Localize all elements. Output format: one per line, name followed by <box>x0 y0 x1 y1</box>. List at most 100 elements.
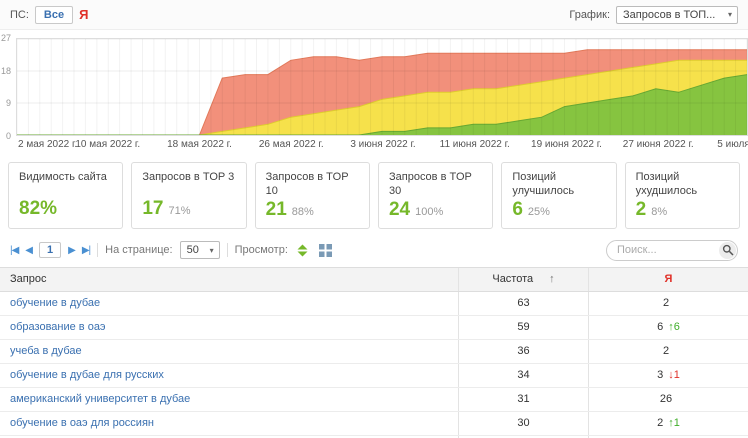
keyword-link[interactable]: обучение в дубае <box>10 297 101 310</box>
position-value: 6 <box>657 321 664 334</box>
search-box <box>606 239 738 261</box>
position-change: ↓1 <box>668 369 680 382</box>
y-tick-label: 27 <box>0 33 11 43</box>
frequency-cell: 63 <box>458 291 588 315</box>
per-page-label: На странице: <box>105 244 173 257</box>
stat-label: Видимость сайта <box>19 171 107 183</box>
pagination-next-button[interactable]: ▶ <box>68 244 76 256</box>
y-tick-label: 0 <box>5 131 11 141</box>
yandex-icon[interactable]: Я <box>79 7 89 22</box>
stat-card: Позиций улучшилось 6 25% <box>501 162 617 229</box>
stat-card: Запросов в TOP 3 17 71% <box>131 162 247 229</box>
positions-chart: 0 9 18 27 2 мая 2022 г. 10 мая 2022 г. 18 мая… <box>0 30 748 154</box>
table-toolbar: |◀ ◀ 1 ▶ ▶| На странице: 50 ▾ Просмотр: <box>0 237 748 267</box>
stat-card: Позиций ухудшилось 2 8% <box>624 162 740 229</box>
view-positions-toggle[interactable] <box>295 244 310 257</box>
view-label: Просмотр: <box>234 244 288 257</box>
per-page-select-value: 50 <box>186 244 199 257</box>
x-tick-label: 27 июня 2022 г. <box>622 139 694 150</box>
all-engines-button[interactable]: Все <box>34 5 74 24</box>
table-body: обучение в дубае 63 2 образование в оаэ 59 6 ↑… <box>0 291 748 438</box>
table-row[interactable]: учеба в дубае 36 2 <box>0 339 748 364</box>
frequency-cell: 31 <box>458 387 588 411</box>
stat-label: Запросов в TOP 3 <box>142 171 235 183</box>
stat-label: Запросов в TOP 30 <box>388 171 472 198</box>
keyword-link[interactable]: обучение в дубае для русских <box>10 369 164 382</box>
sort-asc-icon[interactable]: ↑ <box>549 273 555 286</box>
stat-label: Позиций ухудшилось <box>635 171 698 198</box>
y-tick-label: 9 <box>5 98 11 109</box>
position-cell: 2 ↑1 <box>588 411 748 435</box>
position-value: 2 <box>662 345 670 358</box>
yandex-icon: Я <box>664 273 673 286</box>
chevron-down-icon: ▾ <box>209 245 214 255</box>
pagination-first-button[interactable]: |◀ <box>10 244 19 256</box>
frequency-cell: 34 <box>458 363 588 387</box>
stat-card: Запросов в TOP 30 24 100% <box>377 162 494 229</box>
column-header-frequency[interactable]: Частота ↑ <box>458 267 588 291</box>
chevron-down-icon: ▾ <box>727 10 732 19</box>
chart-plot-area[interactable] <box>16 38 748 136</box>
chart-type-select[interactable]: Запросов в ТОП... ▾ <box>616 5 738 24</box>
frequency-cell: 59 <box>458 315 588 339</box>
position-cell: 2 <box>588 339 748 363</box>
table-row[interactable]: образование в оаэ 59 6 ↑6 <box>0 315 748 340</box>
chart-type-select-value: Запросов в ТОП... <box>623 8 716 21</box>
stat-percent: 8% <box>651 205 668 218</box>
keyword-link[interactable]: американский университет в дубае <box>10 393 191 406</box>
current-page[interactable]: 1 <box>39 242 62 259</box>
x-tick-label: 26 мая 2022 г. <box>258 139 324 150</box>
table-row[interactable]: обучение в дубае 63 2 <box>0 291 748 316</box>
frequency-cell: 29 <box>458 435 588 438</box>
search-input[interactable] <box>606 239 738 261</box>
position-value: 2 <box>657 417 664 430</box>
keywords-table: Запрос Частота ↑ Я обучение в дубае 63 2 об… <box>0 266 748 438</box>
table-header: Запрос Частота ↑ Я <box>0 267 748 292</box>
x-tick-label: 11 июня 2022 г. <box>439 139 510 150</box>
search-icon[interactable] <box>719 241 736 259</box>
pagination-last-button[interactable]: ▶| <box>81 244 91 256</box>
per-page-select[interactable]: 50 ▾ <box>179 241 220 260</box>
table-row[interactable]: обучение в оаэ для россиян 30 2 ↑1 <box>0 411 748 436</box>
x-tick-label: 18 мая 2022 г. <box>167 139 232 150</box>
x-tick-label: 2 мая 2022 г. <box>18 139 78 150</box>
sort-arrows-icon <box>297 244 308 257</box>
keyword-link[interactable]: учеба в дубае <box>10 345 82 358</box>
summary-cards: Видимость сайта 82% Запросов в TOP 3 17 71% З… <box>0 154 748 237</box>
stat-value: 17 <box>142 198 164 219</box>
table-row[interactable]: американский университет в дубае 31 26 <box>0 387 748 412</box>
position-change: ↑1 <box>668 417 680 430</box>
search-engines-label: ПС: <box>10 8 29 21</box>
position-cell: 6 ↑6 <box>588 315 748 339</box>
divider <box>97 243 99 258</box>
stat-percent: 100% <box>415 205 444 218</box>
position-value: 3 <box>657 369 664 382</box>
y-tick-label: 18 <box>0 65 11 76</box>
frequency-cell: 36 <box>458 339 588 363</box>
x-tick-label: 5 июля 2022 г. <box>717 139 748 150</box>
table-row[interactable]: образование в дубае292 <box>0 435 748 438</box>
frequency-header-label: Частота <box>492 273 534 286</box>
pagination-prev-button[interactable]: ◀ <box>25 244 33 256</box>
keyword-link[interactable]: образование в оаэ <box>10 321 106 334</box>
topbar: ПС: Все Я График: Запросов в ТОП... ▾ <box>0 0 748 30</box>
stat-card: Запросов в TOP 10 21 88% <box>254 162 370 229</box>
position-cell: 3 ↓1 <box>588 363 748 387</box>
column-header-yandex[interactable]: Я <box>588 267 748 291</box>
grid-icon <box>318 243 332 257</box>
stat-card: Видимость сайта 82% <box>8 162 124 229</box>
stat-value: 82% <box>19 198 58 219</box>
x-tick-label: 19 июня 2022 г. <box>531 139 602 150</box>
divider <box>226 243 228 258</box>
stat-label: Запросов в TOP 10 <box>265 171 349 198</box>
stat-label: Позиций улучшилось <box>512 171 575 198</box>
stat-percent: 25% <box>527 205 550 218</box>
column-header-query[interactable]: Запрос <box>10 273 47 286</box>
area-chart <box>17 39 747 135</box>
table-row[interactable]: обучение в дубае для русских 34 3 ↓1 <box>0 363 748 388</box>
x-tick-label: 3 июня 2022 г. <box>350 139 416 150</box>
keyword-link[interactable]: обучение в оаэ для россиян <box>10 417 154 430</box>
chart-type-label: График: <box>569 8 610 21</box>
view-grid-toggle[interactable] <box>317 243 334 257</box>
